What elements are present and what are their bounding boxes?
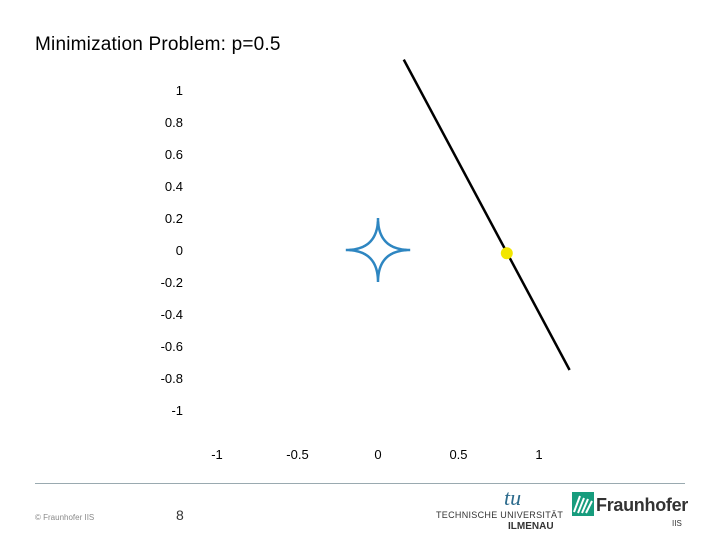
y-tick-label: -0.8 [161, 371, 183, 386]
solution-point [500, 247, 513, 260]
y-tick-label: 0.6 [165, 147, 183, 162]
constraint-line [402, 59, 571, 371]
x-tick-label: 0 [374, 447, 381, 462]
tu-name: TECHNISCHE UNIVERSITÄT [436, 510, 564, 520]
y-tick-label: 0.2 [165, 211, 183, 226]
x-tick-label: -1 [211, 447, 223, 462]
y-tick-label: -0.4 [161, 307, 183, 322]
footer-divider [35, 483, 685, 484]
y-tick-label: 0 [176, 243, 183, 258]
y-axis-ticks: 1 0.8 0.6 0.4 0.2 0 -0.2 -0.4 -0.6 -0.8 -1 [161, 83, 183, 418]
y-tick-label: 1 [176, 83, 183, 98]
y-tick-label: -1 [171, 403, 183, 418]
y-tick-label: -0.6 [161, 339, 183, 354]
copyright-text: © Fraunhofer IIS [35, 513, 95, 522]
fraunhofer-emblem-icon [572, 492, 594, 516]
y-tick-label: -0.2 [161, 275, 183, 290]
page-number: 8 [176, 507, 184, 523]
fraunhofer-logo: Fraunhofer IIS [572, 492, 690, 532]
fraunhofer-unit: IIS [672, 519, 682, 528]
tu-ilmenau-logo: tu TECHNISCHE UNIVERSITÄT ILMENAU [436, 485, 564, 534]
x-tick-label: 1 [535, 447, 542, 462]
y-tick-label: 0.8 [165, 115, 183, 130]
tu-mark-icon: tu [504, 485, 522, 510]
x-tick-label: 0.5 [449, 447, 467, 462]
slide-title: Minimization Problem: p=0.5 [35, 34, 281, 55]
tu-city: ILMENAU [508, 521, 554, 532]
unit-ball-curve [345, 218, 411, 282]
y-tick-label: 0.4 [165, 179, 183, 194]
fraunhofer-name: Fraunhofer [596, 495, 689, 515]
x-axis-ticks: -1 -0.5 0 0.5 1 [211, 447, 542, 462]
x-tick-label: -0.5 [286, 447, 308, 462]
chart: 1 0.8 0.6 0.4 0.2 0 -0.2 -0.4 -0.6 -0.8 -1 -1 -0.5 0… [161, 59, 571, 462]
